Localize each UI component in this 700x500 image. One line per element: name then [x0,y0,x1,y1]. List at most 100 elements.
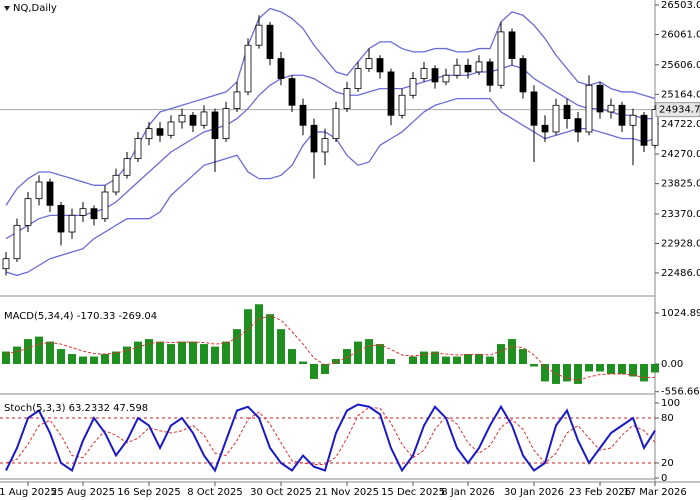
macd-bar [156,341,164,365]
macd-bar [420,351,428,365]
candle-body [211,111,219,140]
candle-body [57,204,65,233]
candle-body [156,128,164,136]
macd-bar [563,364,571,382]
macd-bar [530,364,538,367]
panel-title: Stoch(5,3,3) 63.2332 47.598 [4,403,148,414]
macd-bar [167,344,175,365]
macd-bar [24,339,32,365]
candle-body [585,84,593,133]
macd-bar [68,354,76,365]
candle-body [530,91,538,126]
y-tick-label: 80 [661,413,674,424]
y-tick-label: 25606.0 [661,60,700,71]
macd-bar [541,364,549,382]
macd-bar [13,346,21,365]
candle-body [24,198,32,226]
y-tick-label: 26503.0 [661,0,700,11]
candle-body [431,68,439,83]
macd-bar [585,364,593,372]
candle-body [420,68,428,79]
candle-body [486,61,494,86]
macd-bar [46,341,54,365]
x-tick-label: 30 Jan 2026 [504,487,564,498]
candle-body [409,78,417,96]
candle-body [68,214,76,233]
candle-body [508,31,516,59]
y-tick-label: 22486.0 [661,268,700,279]
candle-body [387,71,395,116]
candle-body [464,64,472,73]
candle-body [332,108,340,140]
y-tick-label: 25164.0 [661,89,700,100]
candle-body [310,124,318,153]
macd-bar [277,329,285,365]
macd-bar [508,339,516,365]
last-price-box [655,102,700,118]
y-tick-label: 22928.0 [661,238,700,249]
macd-bar [79,356,87,365]
macd-bar [112,351,120,365]
last-price-label: 24934.7 [659,105,700,116]
candle-body [244,44,252,93]
candle-body [519,58,527,93]
macd-bar [365,339,373,365]
candle-body [233,91,241,110]
macd-bar [266,314,274,365]
macd-bar [464,354,472,365]
y-tick-label: -556.66 [661,387,700,398]
stoch-k [5,403,656,473]
y-tick-label: 20 [661,458,674,469]
x-tick-label: 30 Oct 2025 [250,487,312,498]
candle-body [200,111,208,126]
y-tick-label: 26061.0 [661,29,700,40]
macd-bar [101,354,109,365]
macd-bar [255,304,263,365]
candle-body [2,258,10,270]
candle-body [398,94,406,116]
macd-bar [519,349,527,365]
candle-body [321,138,329,153]
candle-body [123,158,131,176]
candle-body [541,124,549,133]
macd-bar [640,364,648,382]
macd-bar [618,364,626,374]
x-tick-label: 15 Dec 2025 [381,487,445,498]
macd-bar [343,349,351,365]
candle-body [178,114,186,123]
candle-body [277,58,285,79]
macd-bar [123,346,131,365]
candle-body [288,78,296,106]
bollinger-middle [5,64,655,240]
macd-bar [354,341,362,365]
candle-body [475,61,483,73]
y-tick-label: 24722.0 [661,119,700,130]
macd-bar [431,351,439,365]
macd-bar [486,356,494,365]
macd-bar [651,364,659,373]
macd-bar [310,364,318,379]
candle-body [607,104,615,113]
macd-bar [211,346,219,365]
candle-body [629,114,637,126]
macd-bar [200,344,208,365]
y-tick-label: 100 [661,398,680,409]
candle-body [255,24,263,46]
macd-bar [629,364,637,377]
candle-body [222,108,230,140]
macd-bar [288,349,296,365]
candle-body [574,118,582,133]
macd-bar [90,356,98,365]
macd-bar [332,359,340,365]
candle-body [79,208,87,216]
macd-bar [442,356,450,365]
macd-bar [244,309,252,365]
x-tick-label: 25 Aug 2025 [51,487,115,498]
candle-body [497,31,505,86]
x-tick-label: 23 Feb 2026 [569,487,631,498]
macd-bar [299,361,307,365]
candle-body [145,128,153,140]
candle-body [134,138,142,160]
macd-bar [189,341,197,365]
